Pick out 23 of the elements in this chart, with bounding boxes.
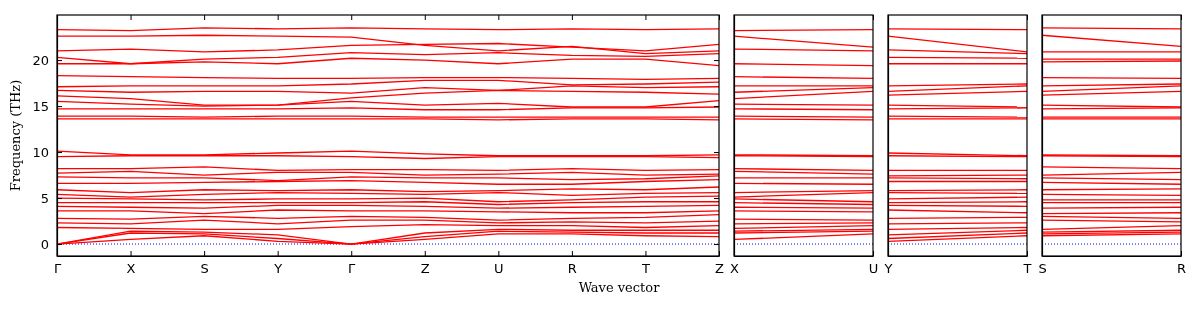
x-tick-label: Z [420,261,430,277]
x-tick-label: U [868,261,879,277]
x-tick-label: T [640,261,650,277]
x-axis-title: Wave vector [578,280,661,295]
y-tick-label: 15 [32,98,49,114]
x-tick-label: Γ [53,261,62,277]
x-tick-label: Y [273,261,283,277]
x-tick-label: R [567,261,577,277]
x-tick-label: X [730,261,740,277]
x-tick-label: S [1038,261,1047,277]
x-tick-label: T [1022,261,1032,277]
x-tick-label: Γ [348,261,357,277]
y-tick-label: 10 [32,144,49,160]
x-tick-label: X [126,261,136,277]
x-tick-label: R [1176,261,1187,277]
y-tick-label: 5 [40,190,49,206]
x-tick-label: U [494,261,504,277]
x-tick-label: S [200,261,209,277]
y-tick-label: 20 [32,52,49,68]
y-tick-label: 0 [40,236,49,252]
y-axis-title: Frequency (THz) [8,79,23,192]
x-tick-label: Y [883,261,893,277]
x-tick-label: Z [715,261,725,277]
